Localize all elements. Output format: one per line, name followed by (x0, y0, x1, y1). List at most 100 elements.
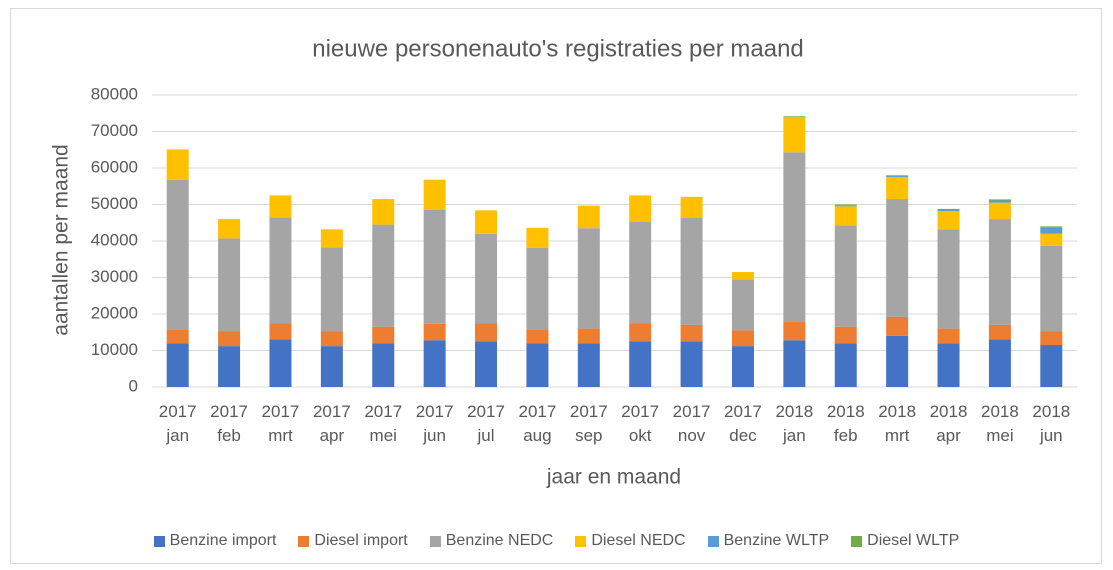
bar-segment (886, 177, 909, 200)
legend-item: Benzine import (153, 532, 277, 550)
bar-segment (629, 195, 652, 223)
bar-segment (320, 346, 343, 387)
x-axis-title: jaar en maand (546, 466, 681, 489)
bar-segment (372, 343, 395, 387)
bar-segment (783, 322, 806, 341)
legend-item: Diesel import (298, 532, 408, 550)
y-tick-label: 60000 (91, 157, 138, 176)
x-tick-label: 2017 okt (621, 402, 660, 445)
legend-swatch (298, 535, 310, 547)
legend-label: Benzine NEDC (445, 532, 554, 549)
bar-segment (886, 199, 909, 317)
chart-title: nieuwe personenauto's registraties per m… (312, 35, 804, 62)
x-tick-label: 2017 jun (415, 402, 454, 445)
bar-segment (988, 219, 1011, 325)
bar-segment (577, 328, 600, 344)
bar-segment (218, 346, 241, 387)
x-tick-label: 2017 feb (210, 402, 248, 445)
bar-segment (886, 175, 909, 177)
bar-segment (475, 341, 498, 387)
bar-segment (783, 116, 806, 153)
bar-segment (320, 331, 343, 347)
bar-segment (577, 343, 600, 387)
bar-segment (475, 323, 498, 342)
legend: Benzine import Diesel import Benzine NEDC D… (0, 532, 1113, 550)
bar-segment (988, 202, 1011, 220)
bar-segment (680, 218, 703, 325)
x-tick-label: 2017 aug (518, 402, 557, 445)
bar-segment (937, 343, 960, 387)
bar-segment (1040, 331, 1063, 346)
bar-segment (629, 222, 652, 324)
bar-segment (937, 209, 960, 212)
legend-label: Benzine WLTP (723, 532, 830, 549)
bar-segment (372, 224, 395, 327)
legend-swatch (575, 535, 587, 547)
bar-segment (783, 116, 806, 117)
y-tick-label: 80000 (91, 84, 138, 103)
x-tick-label: 2017 jan (158, 402, 197, 445)
bar-segment (834, 206, 857, 226)
bar-segment (834, 225, 857, 327)
bar-segment (783, 152, 806, 323)
bar-segment (834, 326, 857, 344)
bar-segment (937, 208, 960, 210)
bar-segment (166, 329, 189, 344)
bar-segment (526, 329, 549, 344)
x-tick-label: 2017 dec (724, 402, 762, 445)
bar-segment (526, 343, 549, 387)
bar-segment (1040, 227, 1063, 234)
bar-segment (783, 340, 806, 387)
bar-segment (526, 227, 549, 248)
bar-segment (834, 343, 857, 387)
bar-segment (166, 343, 189, 387)
x-tick-label: 2017 apr (312, 402, 351, 445)
bar-segment (526, 247, 549, 330)
bar-segment (1040, 245, 1063, 332)
legend-swatch (851, 535, 863, 547)
bar-segment (218, 219, 241, 239)
bar-segment (988, 339, 1011, 387)
bar-segment (886, 176, 909, 178)
y-tick-label: 20000 (91, 303, 138, 322)
bar-segment (423, 323, 446, 341)
bar-segment (1040, 345, 1063, 387)
y-tick-label: 40000 (91, 230, 138, 249)
bar-segment (937, 328, 960, 344)
bar-segment (629, 341, 652, 387)
legend-swatch (153, 535, 165, 547)
legend-item: Benzine NEDC (429, 532, 554, 550)
bar-segment (269, 339, 292, 387)
legend-label: Diesel import (314, 532, 408, 549)
legend-swatch (429, 535, 441, 547)
y-tick-label: 30000 (91, 267, 138, 286)
bar-segment (423, 209, 446, 324)
bar-segment (577, 205, 600, 229)
x-tick-label: 2017 mrt (261, 402, 300, 445)
bar-segment (834, 204, 857, 206)
legend-label: Benzine import (169, 532, 277, 549)
bar-segment (475, 210, 498, 234)
bar-segment (629, 323, 652, 342)
bar-segment (372, 326, 395, 344)
bar-segment (731, 279, 754, 331)
bar-segment (731, 272, 754, 280)
x-tick-label: 2018 mrt (878, 402, 917, 445)
bar-segment (1040, 233, 1063, 246)
bar-segment (886, 335, 909, 387)
legend-item: Diesel NEDC (575, 532, 686, 550)
legend-item: Diesel WLTP (851, 532, 959, 550)
x-tick-label: 2018 mei (980, 402, 1019, 445)
y-tick-label: 50000 (91, 194, 138, 213)
bar-segment (577, 228, 600, 329)
bar-segment (886, 316, 909, 336)
bar-segment (680, 341, 703, 387)
legend-swatch (707, 535, 719, 547)
bar-segment (937, 229, 960, 329)
legend-label: Diesel NEDC (591, 532, 686, 549)
bar-segment (320, 229, 343, 248)
x-tick-label: 2018 jun (1032, 402, 1071, 445)
bar-segment (680, 324, 703, 342)
